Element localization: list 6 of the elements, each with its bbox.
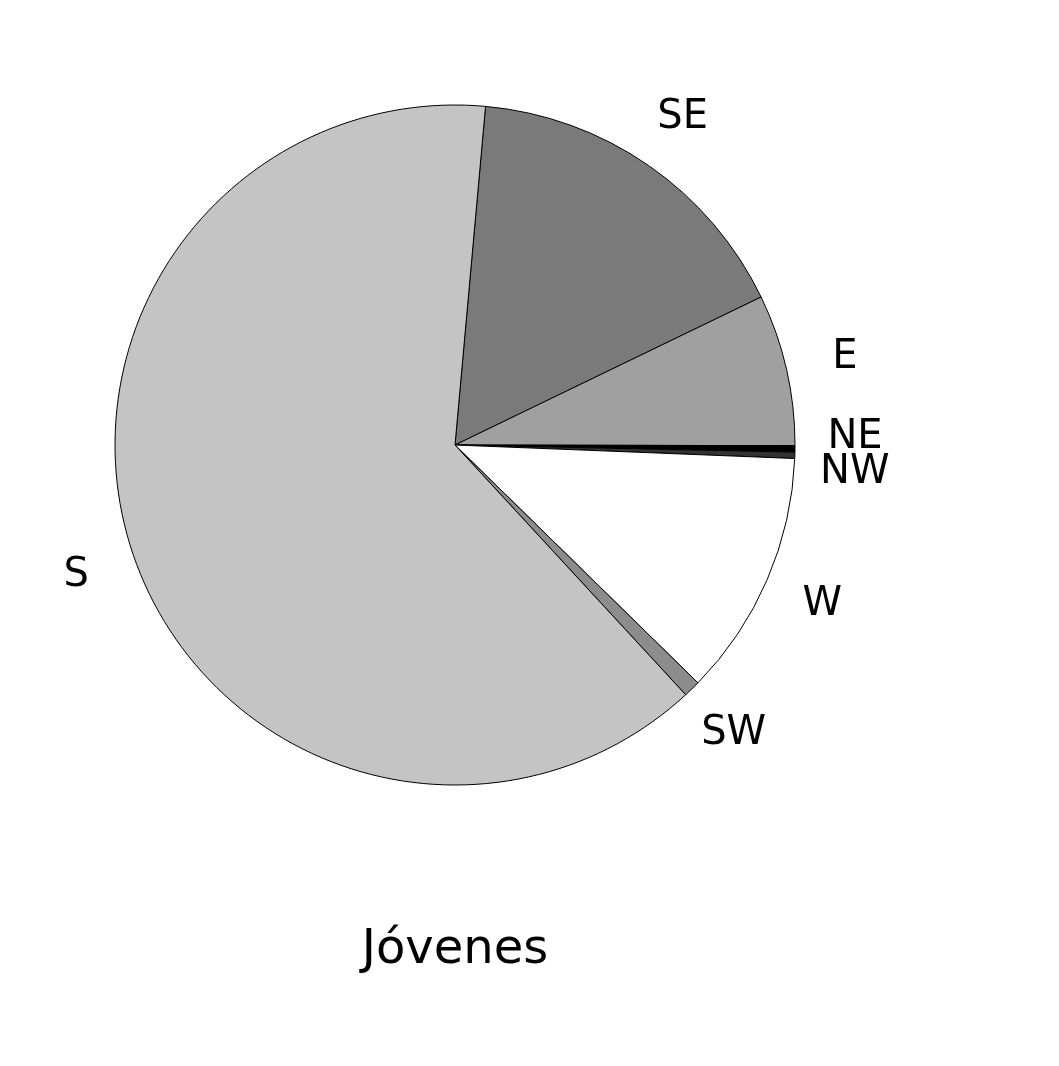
slice-label: S [63,548,89,595]
slice-label: SE [657,91,708,138]
slice-label: SW [701,706,767,753]
slice-label: W [802,578,843,625]
text: Jóvenes [358,918,549,974]
slice-label: E [832,331,858,378]
